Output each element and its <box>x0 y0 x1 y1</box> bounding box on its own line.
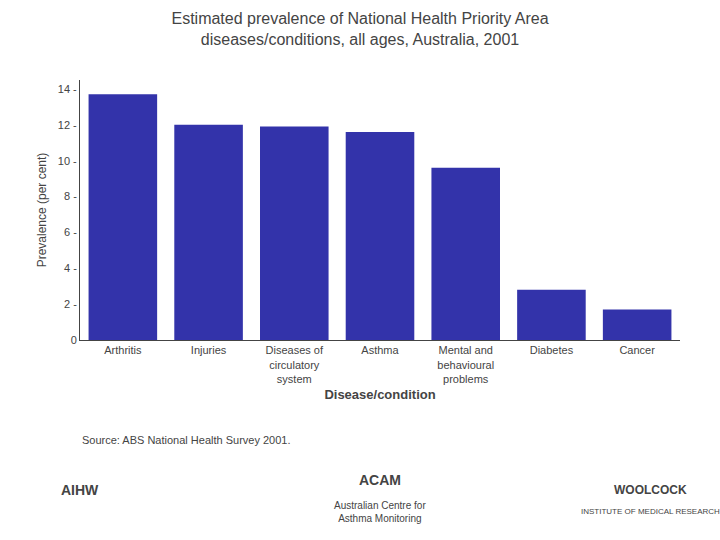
svg-text:14 -: 14 - <box>58 83 77 95</box>
svg-text:Estimated prevalence of Nation: Estimated prevalence of National Health … <box>171 10 548 48</box>
svg-text:INSTITUTE OF MEDICAL RESEARCH: INSTITUTE OF MEDICAL RESEARCH <box>581 507 720 516</box>
svg-text:ACAM: ACAM <box>359 472 401 488</box>
svg-text:2 -: 2 - <box>64 298 77 310</box>
svg-text:0: 0 <box>71 334 77 346</box>
svg-text:Mental andbehaviouralproblems: Mental andbehaviouralproblems <box>437 344 494 385</box>
svg-text:6 -: 6 - <box>64 226 77 238</box>
svg-text:8 -: 8 - <box>64 190 77 202</box>
svg-text:Prevalence (per cent): Prevalence (per cent) <box>35 153 49 268</box>
svg-text:Injuries: Injuries <box>191 344 227 356</box>
svg-text:Asthma: Asthma <box>361 344 399 356</box>
svg-text:Arthritis: Arthritis <box>104 344 142 356</box>
svg-text:10 -: 10 - <box>58 155 77 167</box>
svg-text:Diabetes: Diabetes <box>530 344 574 356</box>
svg-text:4 -: 4 - <box>64 262 77 274</box>
svg-text:Australian Centre forAsthma Mo: Australian Centre forAsthma Monitoring <box>334 500 426 524</box>
svg-text:Cancer: Cancer <box>619 344 655 356</box>
svg-text:12 -: 12 - <box>58 119 77 131</box>
svg-text:Disease/condition: Disease/condition <box>324 387 435 402</box>
svg-text:Diseases ofcirculatorysystem: Diseases ofcirculatorysystem <box>266 344 324 385</box>
svg-text:WOOLCOCK: WOOLCOCK <box>614 483 687 497</box>
svg-text:AIHW: AIHW <box>61 482 99 498</box>
svg-text:Source: ABS National Health Su: Source: ABS National Health Survey 2001. <box>82 434 291 446</box>
